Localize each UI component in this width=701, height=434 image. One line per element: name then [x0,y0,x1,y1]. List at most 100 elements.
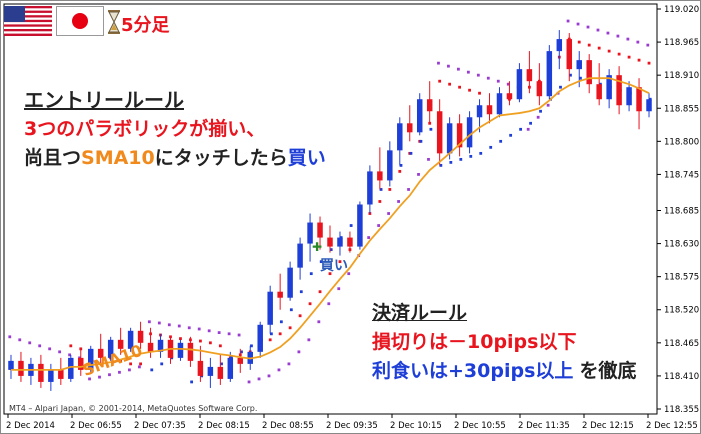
candle-body [87,348,94,370]
candle-body [446,123,453,154]
sar-red-dot [298,314,302,318]
candle-body [367,171,373,205]
x-axis: 2 Dec 2014 2 Dec 06:55 2 Dec 07:35 2 Dec 08… [6,414,698,431]
candle-body [407,123,413,133]
copyright-text: MT4 – Alpari Japan, © 2001-2014, MetaQuo… [9,404,257,413]
candle-body [586,60,592,85]
candle-body [317,222,323,238]
sar-purple-dot [227,332,231,336]
sar-blue-dot [399,163,403,167]
candle-body [147,342,154,352]
candle-body [387,150,393,181]
candle-body [287,267,293,298]
sar-red-dot [328,272,332,276]
candle-body [8,360,14,370]
y-tick-label: 118.685 [664,207,699,217]
candle-body [377,171,383,181]
sar-purple-dot [367,236,371,239]
y-tick-label: 118.965 [664,38,699,48]
sar-red-dot [468,88,471,92]
candle-body [646,99,652,112]
candle-body [556,39,563,52]
sar-red-dot [318,290,322,294]
candle-body [197,360,204,376]
candle-body [566,39,573,70]
sar-purple-dot [427,157,430,161]
sar-purple-dot [267,374,271,378]
candle-body [397,123,403,151]
sar-red-dot [388,188,392,191]
sar-blue-dot [289,308,293,312]
sar-purple-dot [496,79,500,83]
sma10-polyline [10,77,650,371]
sar-purple-dot [526,127,530,131]
sar-purple-dot [157,321,161,325]
sar-purple-dot [347,272,351,276]
y-tick-label: 118.465 [664,339,699,349]
y-tick-label: 118.910 [664,71,699,81]
sar-blue-dot [299,290,303,294]
sar-red-dot [208,341,212,345]
sar-purple-dot [576,22,580,26]
sar-purple-dot [506,82,510,86]
stop-loss-text: 損切りは－10pips以下 [372,331,577,353]
sar-purple-dot [566,19,570,23]
sar-purple-dot [377,224,381,227]
candle-body [337,237,343,247]
candle-body [476,105,483,118]
candle-body [436,111,443,154]
sar-blue-dot [559,85,562,89]
sar-blue-dot [569,73,572,77]
candle-body [516,69,523,100]
sar-purple-dot [417,173,420,176]
sar-purple-dot [98,375,101,379]
y-axis: 119.020 118.965 118.910 118.855 118.800 118.7… [657,5,699,415]
sar-red-dot [597,46,601,50]
sar-purple-dot [616,34,620,38]
y-tick-label: 118.800 [664,137,699,147]
entry-rule-title: エントリールール [24,88,184,112]
take-profit-line: 利食いは+30pips以上 を徹底 [372,356,636,383]
candle-body [626,87,632,106]
candle-body [78,357,84,370]
y-tick-label: 119.020 [664,5,699,15]
sar-red-dot [69,344,73,348]
y-tick-label: 118.575 [664,273,699,283]
sar-blue-dot [309,272,313,276]
entry-rule-line2: 尚且つSMA10にタッチしたら買い [24,143,326,170]
sar-purple-dot [457,67,460,71]
sar-purple-dot [297,350,301,354]
sar-purple-dot [387,212,391,215]
sar-purple-dot [217,331,221,335]
sar-red-dot [478,91,481,95]
sar-purple-dot [646,43,650,47]
sar-blue-dot [220,362,223,366]
sar-purple-dot [476,73,480,77]
candle-body [546,51,553,97]
sar-blue-dot [319,260,323,264]
sar-blue-dot [519,127,523,131]
candle-body [426,99,433,112]
y-tick-label: 118.630 [664,240,699,250]
sar-purple-dot [407,188,410,191]
x-tick-label: 2 Dec 07:35 [134,421,186,431]
sar-blue-dot [429,127,433,131]
candle-body [486,105,493,115]
sar-purple-dot [546,103,550,107]
sar-blue-dot [409,151,413,155]
entry-rule-line1: 3つのパラボリックが揃い、 [24,118,266,140]
sar-red-dot [129,362,133,366]
take-profit-text: 利食いは+30pips以上 [372,360,574,382]
sar-blue-dot [419,139,423,143]
candle-body [267,291,273,325]
candle-body [616,75,622,106]
sar-red-dot [199,339,202,343]
sar-red-dot [378,200,382,203]
sar-purple-dot [317,320,321,324]
sar-blue-dot [150,368,154,372]
sar-blue-dot [579,76,582,80]
y-tick-label: 118.745 [664,170,699,180]
sar-blue-dot [539,109,542,113]
sar-blue-dot [160,362,164,366]
